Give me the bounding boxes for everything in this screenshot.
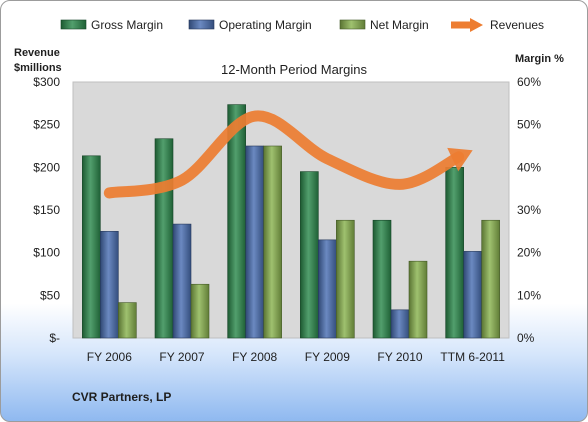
y-right-tick-label: 30% — [517, 203, 541, 217]
bar-net-margin — [118, 302, 137, 339]
y-left-tick-label: $300 — [33, 75, 60, 89]
y-right-tick-label: 40% — [517, 160, 541, 174]
bar-operating-margin — [318, 239, 337, 339]
chart-title: 12-Month Period Margins — [221, 62, 367, 77]
y-left-tick-label: $150 — [33, 203, 60, 217]
legend-swatch-net-margin — [339, 19, 366, 30]
x-tick-label: FY 2009 — [305, 350, 350, 364]
bar-net-margin — [336, 219, 355, 339]
y-right-tick-label: 0% — [517, 331, 535, 345]
y-left-tick-label: $- — [49, 331, 60, 345]
x-tick-label: TTM 6-2011 — [440, 350, 505, 364]
y-right-tick-label: 10% — [517, 288, 541, 302]
revenues-line — [103, 110, 465, 199]
legend-swatch-revenues-arrow — [470, 18, 483, 32]
legend-label-revenues: Revenues — [490, 18, 544, 32]
bar-operating-margin — [100, 231, 119, 339]
x-tick-label: FY 2006 — [87, 350, 132, 364]
x-tick-label: FY 2007 — [159, 350, 204, 364]
bar-net-margin — [190, 283, 210, 339]
bar-gross-margin — [82, 155, 101, 339]
plot-area — [72, 81, 510, 339]
bar-gross-margin — [154, 138, 174, 339]
bar-net-margin — [263, 145, 282, 339]
legend-swatch-gross-margin — [60, 19, 87, 30]
y-left-label-line2: $millions — [14, 62, 62, 74]
y-right-tick-label: 60% — [517, 75, 541, 89]
y-left-tick-label: $50 — [40, 288, 60, 302]
legend-label-gross-margin: Gross Margin — [91, 18, 163, 32]
y-left-tick-label: $250 — [33, 118, 60, 132]
bar-net-margin — [481, 219, 500, 339]
y-left-tick-label: $100 — [33, 246, 60, 260]
bar-operating-margin — [463, 251, 482, 339]
x-tick-label: FY 2008 — [232, 350, 277, 364]
bar-gross-margin — [372, 219, 392, 339]
bar-gross-margin — [445, 167, 464, 339]
bar-operating-margin — [172, 223, 192, 339]
bar-operating-margin — [245, 145, 264, 339]
legend-swatch-operating-margin — [188, 19, 215, 30]
bar-gross-margin — [300, 171, 319, 339]
y-left-tick-label: $200 — [33, 160, 60, 174]
bar-net-margin — [408, 260, 428, 339]
bar-gross-margin — [227, 104, 246, 339]
legend-label-net-margin: Net Margin — [370, 18, 429, 32]
y-right-label: Margin % — [515, 53, 564, 65]
y-right-tick-label: 20% — [517, 246, 541, 260]
y-left-label-line1: Revenue — [14, 47, 60, 59]
legend-label-operating-margin: Operating Margin — [219, 18, 312, 32]
x-tick-label: FY 2010 — [377, 350, 422, 364]
revenues-arrowhead — [447, 147, 473, 172]
bar-operating-margin — [390, 309, 410, 339]
company-name: CVR Partners, LP — [72, 390, 172, 404]
y-right-tick-label: 50% — [517, 118, 541, 132]
